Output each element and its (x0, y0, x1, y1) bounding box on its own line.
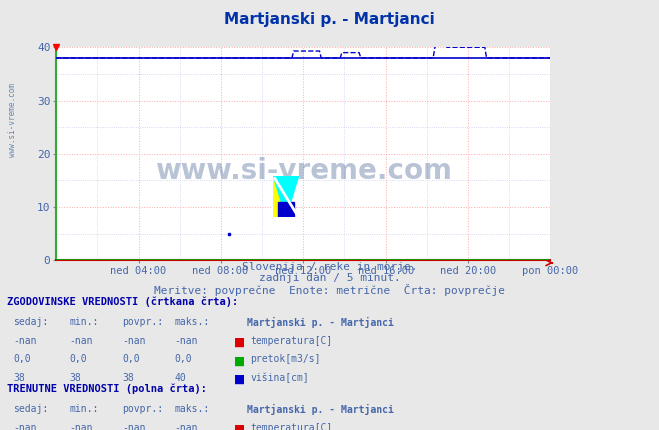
Text: povpr.:: povpr.: (122, 317, 163, 327)
Text: zadnji dan / 5 minut.: zadnji dan / 5 minut. (258, 273, 401, 283)
Text: povpr.:: povpr.: (122, 404, 163, 414)
Text: -nan: -nan (175, 336, 198, 346)
Text: -nan: -nan (175, 423, 198, 430)
Text: ■: ■ (234, 336, 245, 349)
Text: -nan: -nan (122, 336, 146, 346)
Text: višina[cm]: višina[cm] (250, 373, 309, 383)
Text: min.:: min.: (69, 317, 99, 327)
Text: maks.:: maks.: (175, 317, 210, 327)
Text: www.si-vreme.com: www.si-vreme.com (8, 83, 17, 157)
Text: -nan: -nan (122, 423, 146, 430)
Text: Martjanski p. - Martjanci: Martjanski p. - Martjanci (247, 404, 394, 415)
Text: -nan: -nan (69, 336, 93, 346)
Text: -nan: -nan (69, 423, 93, 430)
Text: 38: 38 (122, 373, 134, 383)
Text: ■: ■ (234, 423, 245, 430)
Text: sedaj:: sedaj: (13, 404, 48, 414)
Text: sedaj:: sedaj: (13, 317, 48, 327)
Text: 0,0: 0,0 (175, 354, 192, 364)
Polygon shape (273, 176, 286, 217)
Text: pretok[m3/s]: pretok[m3/s] (250, 354, 321, 364)
Text: 38: 38 (69, 373, 81, 383)
Text: ZGODOVINSKE VREDNOSTI (črtkana črta):: ZGODOVINSKE VREDNOSTI (črtkana črta): (7, 297, 238, 307)
Text: 0,0: 0,0 (122, 354, 140, 364)
Text: -nan: -nan (13, 336, 37, 346)
Polygon shape (279, 202, 293, 217)
Text: temperatura[C]: temperatura[C] (250, 423, 333, 430)
Text: Meritve: povprečne  Enote: metrične  Črta: povprečje: Meritve: povprečne Enote: metrične Črta:… (154, 284, 505, 296)
Text: maks.:: maks.: (175, 404, 210, 414)
Text: Martjanski p. - Martjanci: Martjanski p. - Martjanci (247, 317, 394, 329)
Text: 0,0: 0,0 (69, 354, 87, 364)
Text: min.:: min.: (69, 404, 99, 414)
Text: 38: 38 (13, 373, 25, 383)
Text: ■: ■ (234, 373, 245, 386)
Text: ■: ■ (234, 354, 245, 367)
Polygon shape (273, 176, 299, 217)
Text: Martjanski p. - Martjanci: Martjanski p. - Martjanci (224, 12, 435, 27)
Text: www.si-vreme.com: www.si-vreme.com (155, 157, 451, 185)
Text: Slovenija / reke in morje.: Slovenija / reke in morje. (242, 262, 417, 272)
Text: 0,0: 0,0 (13, 354, 31, 364)
Text: temperatura[C]: temperatura[C] (250, 336, 333, 346)
Text: 40: 40 (175, 373, 186, 383)
Text: TRENUTNE VREDNOSTI (polna črta):: TRENUTNE VREDNOSTI (polna črta): (7, 384, 206, 394)
Text: -nan: -nan (13, 423, 37, 430)
